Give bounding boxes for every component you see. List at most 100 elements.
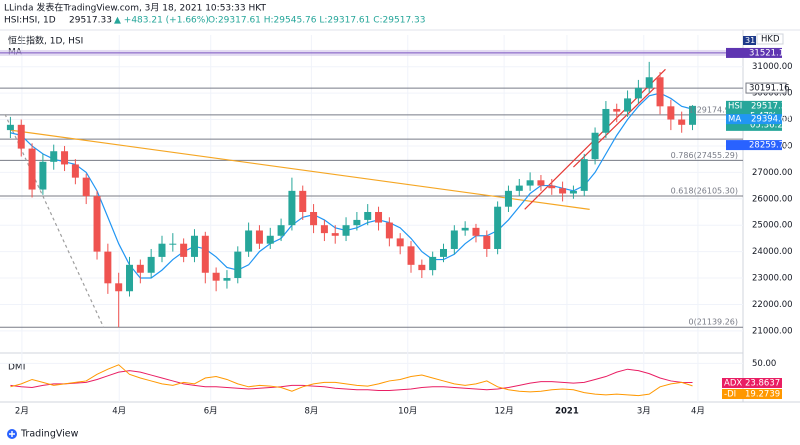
candle-body [385, 222, 393, 239]
footer: TradingView [20, 429, 79, 440]
last-price: 29517.33 [69, 16, 112, 26]
candle-body [180, 243, 188, 257]
ma-name: MA [728, 115, 741, 125]
logo [7, 429, 17, 439]
candle-body [6, 124, 14, 131]
dmi-box [722, 389, 782, 399]
candle-body [104, 251, 112, 284]
candle-body [645, 77, 653, 88]
candle-body [223, 278, 231, 281]
last-label: HSI [728, 101, 742, 111]
candle-body [472, 227, 480, 236]
candle-body [504, 190, 512, 207]
candle-body [245, 230, 253, 252]
candle-body [266, 235, 274, 244]
y-tick-label: 26000.00 [752, 194, 793, 204]
candle-body [439, 248, 447, 257]
x-tick-label: 4月 [691, 407, 705, 417]
x-tick-label: 10月 [398, 407, 417, 417]
trendline [10, 129, 590, 210]
candle-body [17, 124, 25, 149]
candle-body [310, 211, 318, 226]
candle-body [450, 230, 458, 249]
candle-body [71, 164, 79, 178]
candle-body [591, 132, 599, 160]
candle-body [580, 159, 588, 191]
candle-body [364, 211, 372, 220]
ma-value: 29394.64 [751, 115, 792, 125]
change: ▲ +483.21 (+1.66%) [114, 16, 209, 26]
candle-body [212, 272, 220, 281]
candle-body [147, 256, 155, 273]
candle-body [526, 180, 534, 186]
dmi-value: 19.2739 [745, 390, 780, 400]
candle-body [667, 106, 675, 120]
ma-box [726, 114, 782, 125]
candle-body [494, 206, 502, 249]
trendline [573, 87, 656, 168]
top-label: 31 [745, 36, 755, 45]
candle-body [61, 151, 69, 165]
symbol: HSI:HSI, 1D [4, 16, 56, 26]
dmi-line [10, 364, 693, 397]
last-label: 29517.33 [751, 101, 792, 111]
candle-body [483, 235, 491, 249]
dmi-tick-label: 50.00 [752, 359, 776, 369]
candle-body [602, 108, 610, 133]
candle-body [353, 219, 361, 226]
candle-body [375, 211, 383, 223]
candle-body [624, 98, 632, 112]
currency-box [756, 33, 784, 45]
y-tick-label: 21000.00 [752, 326, 793, 336]
price-line-label: 30191.16 [749, 84, 790, 94]
dmi-box [722, 378, 782, 388]
candle-body [299, 190, 307, 212]
candle-body [136, 264, 144, 273]
candle-body [569, 190, 577, 194]
candle-body [126, 264, 134, 292]
y-tick-label: 24000.00 [752, 247, 793, 257]
fib-label: 0(21139.26) [688, 318, 738, 327]
y-tick-label: 22000.00 [752, 300, 793, 310]
candle-body [613, 108, 621, 112]
candle-body [418, 264, 426, 271]
top-box [743, 36, 756, 45]
x-tick-label: 4月 [112, 407, 126, 417]
candle-body [515, 185, 523, 191]
candle-body [548, 185, 556, 189]
x-tick-label: 8月 [304, 407, 318, 417]
x-tick-label: 2021 [555, 407, 579, 417]
dmi-name: ADX [724, 379, 742, 389]
candle-body [429, 256, 437, 271]
price-line-label: 31521.13 [749, 48, 790, 58]
y-tick-label: 31000.00 [752, 62, 793, 72]
candle-body [255, 230, 263, 244]
candle-body [93, 196, 101, 252]
candle-body [656, 77, 664, 107]
x-tick-label: 2月 [15, 407, 29, 417]
x-tick-label: 12月 [494, 407, 513, 417]
currency-label: HKD [761, 35, 780, 45]
candle-body [115, 283, 123, 292]
dmi-name: -DI [724, 390, 736, 400]
candle-body [537, 180, 545, 186]
price-line-box [745, 82, 787, 94]
candle-body [39, 161, 47, 190]
candle-body [559, 188, 567, 194]
y-tick-label: 30000.00 [752, 89, 793, 99]
x-tick-label: 6月 [204, 407, 218, 417]
dmi-line [10, 368, 693, 391]
fib-label: 0.786(27455.29) [671, 151, 738, 160]
candle-body [331, 233, 339, 236]
candle-body [461, 227, 469, 231]
candle-body [342, 225, 350, 236]
ma-line [10, 92, 693, 279]
candle-body [50, 151, 58, 162]
candle-body [320, 225, 328, 234]
candle-body [158, 243, 166, 257]
dmi-value: 23.8637 [745, 379, 780, 389]
candle-body [201, 235, 209, 273]
candle-body [407, 246, 415, 265]
candle-body [678, 119, 686, 125]
